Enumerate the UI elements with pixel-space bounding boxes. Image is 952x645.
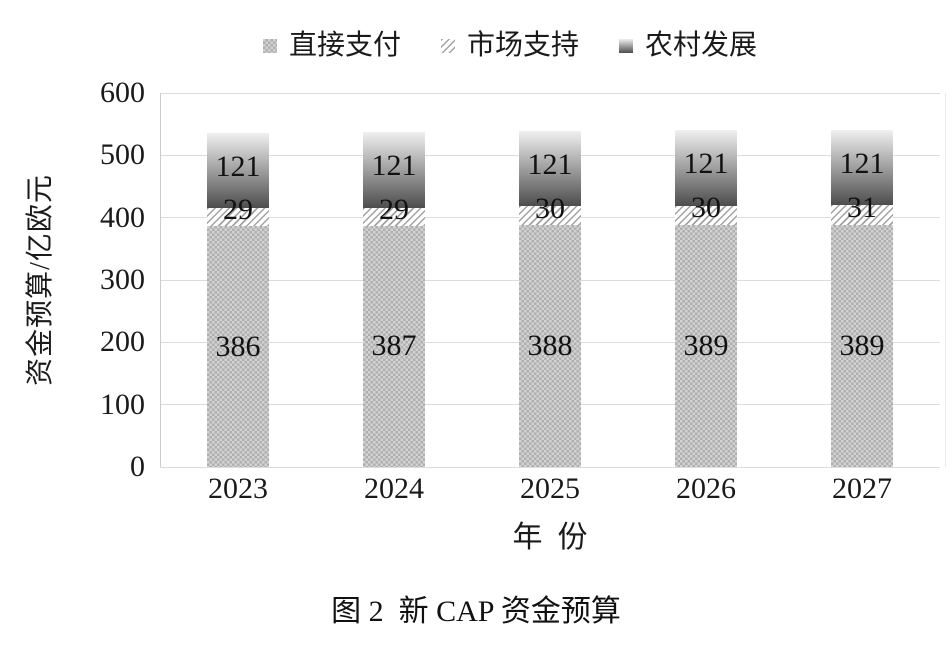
bar-segment-市场支持-2025: 30 (519, 193, 581, 226)
bar-segment-市场支持-2024: 29 (363, 194, 425, 226)
y-axis-line (160, 93, 161, 467)
bar-segment-value: 29 (379, 192, 409, 226)
x-tick-label-2023: 2023 (208, 472, 268, 505)
figure-caption: 图 2 新 CAP 资金预算 (331, 595, 621, 628)
bar-segment-农村发展-2026: 121 (675, 130, 737, 206)
legend-swatch-vertical-gradient-icon (619, 39, 633, 53)
bar-segment-value: 389 (683, 328, 729, 362)
legend-swatch-checker-icon (262, 39, 277, 53)
legend-label: 农村发展 (645, 30, 758, 61)
bar-2025: 388 30 121 (519, 131, 581, 467)
bar-segment-value: 121 (839, 146, 885, 180)
bar-segment-市场支持-2026: 30 (675, 193, 737, 225)
x-tick-label-2026: 2026 (676, 472, 736, 505)
plot-right-border (945, 93, 946, 467)
bar-segment-value: 121 (527, 147, 573, 181)
legend-item-市场支持: 市场支持 (440, 30, 579, 61)
gridline (160, 466, 940, 468)
bar-segment-value: 387 (371, 329, 417, 363)
x-tick-label-2024: 2024 (364, 472, 424, 505)
bar-segment-value: 30 (691, 191, 721, 225)
bar-segment-value: 389 (839, 328, 885, 362)
legend-item-农村发展: 农村发展 (619, 32, 757, 60)
x-axis-tick-labels: 2023 2024 2025 2026 2027 (160, 472, 940, 506)
bar-segment-value: 31 (847, 190, 877, 224)
y-tick-label: 100 (100, 387, 145, 421)
bar-segment-直接支付-2024: 387 (363, 225, 425, 467)
y-tick-label: 200 (100, 325, 145, 359)
x-axis-title: 年 份 (512, 521, 588, 554)
legend-label: 市场支持 (466, 30, 579, 61)
bar-segment-value: 121 (215, 149, 261, 183)
bar-2023: 386 29 121 (207, 132, 269, 467)
legend: 直接支付 市场支持 农村发展 (160, 26, 860, 66)
y-axis-tick-labels: 0 100 200 300 400 500 600 (60, 76, 145, 483)
y-tick-label: 500 (100, 138, 145, 172)
bar-segment-直接支付-2026: 389 (675, 224, 737, 467)
x-tick-label-2025: 2025 (520, 472, 580, 505)
bar-segment-农村发展-2023: 121 (207, 132, 269, 209)
y-tick-label: 300 (100, 263, 145, 296)
bar-segment-农村发展-2027: 121 (831, 129, 893, 206)
bar-segment-value: 29 (223, 193, 253, 227)
bar-segment-直接支付-2027: 389 (831, 224, 893, 467)
bar-segment-value: 30 (535, 191, 565, 225)
bar-segment-市场支持-2027: 31 (831, 192, 893, 225)
bar-segment-农村发展-2025: 121 (519, 131, 581, 207)
bar-segment-value: 388 (527, 329, 573, 363)
bar-segment-value: 386 (215, 329, 261, 363)
bar-2026: 389 30 121 (675, 130, 737, 467)
bar-segment-value: 121 (371, 149, 417, 182)
y-tick-label: 400 (100, 200, 145, 234)
gridline (160, 92, 940, 94)
bar-2024: 387 29 121 (363, 132, 425, 467)
bar-segment-农村发展-2024: 121 (363, 132, 425, 208)
bar-segment-value: 121 (683, 147, 729, 181)
plot-area: 386 29 121 387 29 121 388 30 121 389 30 121 389 31 121 (160, 92, 940, 468)
bar-segment-直接支付-2023: 386 (207, 226, 269, 467)
bar-segment-直接支付-2025: 388 (519, 225, 581, 467)
y-tick-label: 0 (130, 450, 145, 483)
bar-segment-市场支持-2023: 29 (207, 195, 269, 227)
y-axis-title: 资金预算/亿欧元 (25, 174, 56, 386)
legend-swatch-diagonal-hatch-icon (440, 39, 455, 53)
bar-2027: 389 31 121 (831, 129, 893, 467)
x-tick-label-2027: 2027 (832, 472, 892, 505)
legend-item-直接支付: 直接支付 (262, 30, 401, 61)
y-tick-label: 600 (100, 76, 145, 109)
legend-label: 直接支付 (288, 30, 401, 61)
